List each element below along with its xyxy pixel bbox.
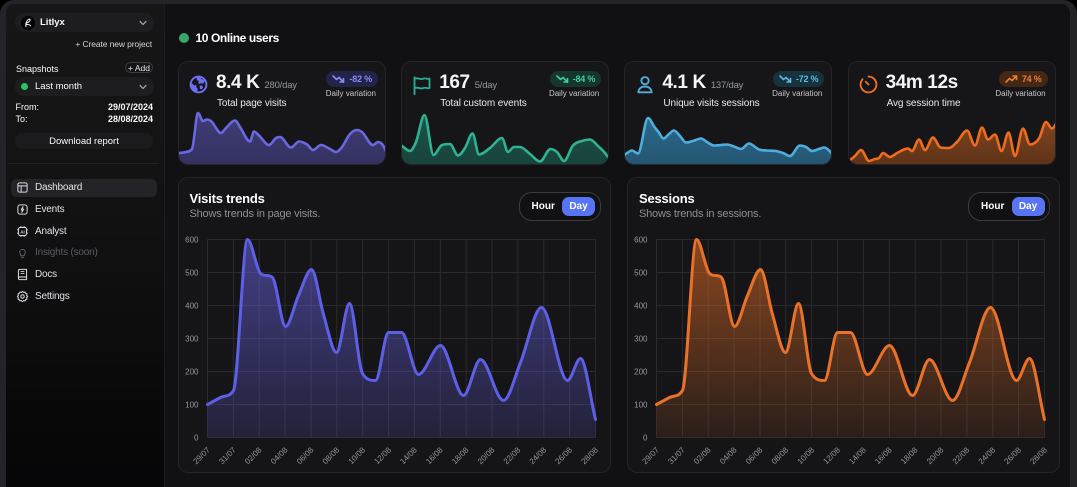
svg-text:20/08: 20/08	[475, 445, 496, 466]
svg-text:10/08: 10/08	[346, 445, 367, 466]
svg-text:10/08: 10/08	[796, 445, 817, 466]
svg-text:28/08: 28/08	[579, 445, 600, 466]
svg-text:AI: AI	[20, 229, 25, 234]
svg-text:14/08: 14/08	[847, 445, 868, 466]
svg-text:24/08: 24/08	[527, 445, 548, 466]
svg-text:18/08: 18/08	[450, 445, 471, 466]
svg-text:26/08: 26/08	[1002, 445, 1023, 466]
svg-text:02/08: 02/08	[243, 445, 264, 466]
svg-text:29/07: 29/07	[640, 445, 661, 466]
svg-text:200: 200	[185, 367, 199, 376]
svg-text:400: 400	[185, 301, 199, 310]
svg-text:06/08: 06/08	[744, 445, 765, 466]
svg-text:18/08: 18/08	[899, 445, 920, 466]
svg-text:16/08: 16/08	[873, 445, 894, 466]
svg-text:16/08: 16/08	[424, 445, 445, 466]
svg-text:22/08: 22/08	[501, 445, 522, 466]
svg-text:08/08: 08/08	[320, 445, 341, 466]
svg-text:31/07: 31/07	[666, 445, 687, 466]
svg-text:12/08: 12/08	[821, 445, 842, 466]
svg-text:29/07: 29/07	[191, 445, 212, 466]
svg-text:600: 600	[634, 235, 648, 244]
svg-text:08/08: 08/08	[770, 445, 791, 466]
svg-text:400: 400	[634, 301, 648, 310]
svg-text:100: 100	[634, 400, 648, 409]
svg-text:100: 100	[185, 400, 199, 409]
svg-text:04/08: 04/08	[268, 445, 289, 466]
svg-text:26/08: 26/08	[553, 445, 574, 466]
svg-text:28/08: 28/08	[1028, 445, 1049, 466]
svg-text:500: 500	[634, 268, 648, 277]
svg-text:02/08: 02/08	[692, 445, 713, 466]
svg-text:0: 0	[194, 433, 199, 442]
svg-text:200: 200	[634, 367, 648, 376]
svg-text:31/07: 31/07	[217, 445, 238, 466]
svg-text:300: 300	[634, 334, 648, 343]
svg-text:600: 600	[185, 235, 199, 244]
svg-text:12/08: 12/08	[372, 445, 393, 466]
svg-text:14/08: 14/08	[398, 445, 419, 466]
svg-text:300: 300	[185, 334, 199, 343]
svg-text:06/08: 06/08	[294, 445, 315, 466]
svg-text:24/08: 24/08	[977, 445, 998, 466]
svg-text:04/08: 04/08	[718, 445, 739, 466]
svg-text:20/08: 20/08	[925, 445, 946, 466]
svg-text:22/08: 22/08	[951, 445, 972, 466]
svg-text:0: 0	[643, 433, 648, 442]
svg-text:500: 500	[185, 268, 199, 277]
